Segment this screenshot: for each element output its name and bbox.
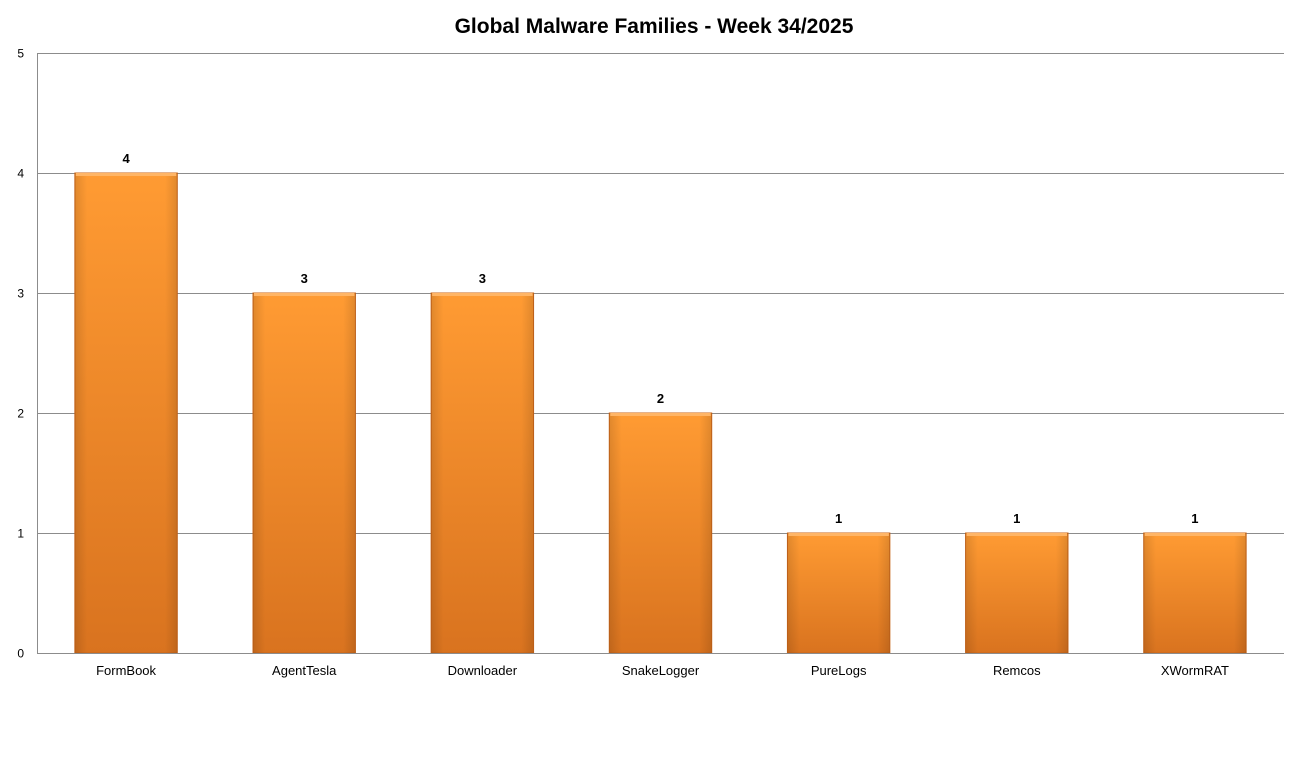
bar-top-highlight: [1144, 533, 1246, 536]
x-category-label: AgentTesla: [272, 663, 337, 678]
gridlines: [37, 53, 1284, 534]
y-tick-label: 3: [17, 287, 24, 301]
y-tick-label: 0: [17, 647, 24, 661]
bar-top-highlight: [253, 293, 355, 296]
data-label: 3: [479, 271, 486, 286]
x-category-label: FormBook: [96, 663, 156, 678]
bar-shade: [252, 293, 356, 653]
bar-shade: [431, 293, 534, 653]
data-labels: 4 3 3 2 1 1 1: [122, 151, 1198, 526]
chart-title: Global Malware Families - Week 34/2025: [455, 15, 854, 38]
data-label: 1: [1013, 511, 1020, 526]
y-tick-label: 2: [17, 407, 24, 421]
bars: [74, 172, 1247, 654]
data-label: 1: [1191, 511, 1198, 526]
bar-top-highlight: [966, 533, 1068, 536]
bar-top-highlight: [432, 293, 533, 296]
bar-xwormrat: [1143, 532, 1247, 654]
data-label: 1: [835, 511, 842, 526]
bar-top-highlight: [610, 413, 711, 416]
bar-purelogs: [786, 532, 891, 654]
x-category-label: Downloader: [448, 663, 518, 678]
axes: [37, 53, 1284, 654]
x-category-label: XWormRAT: [1161, 663, 1229, 678]
bar-shade: [74, 173, 178, 653]
y-tick-label: 4: [17, 167, 24, 181]
bar-formbook: [74, 172, 178, 654]
x-category-label: Remcos: [993, 663, 1041, 678]
data-label: 3: [301, 271, 308, 286]
bar-shade: [965, 533, 1069, 653]
bar-shade: [609, 413, 712, 653]
bar-downloader: [430, 292, 535, 654]
bar-shade: [787, 533, 890, 653]
data-label: 2: [657, 391, 664, 406]
y-axis-tick-labels: 0 1 2 3 4 5: [17, 47, 24, 661]
bar-top-highlight: [75, 173, 177, 176]
x-axis-category-labels: FormBook AgentTesla Downloader SnakeLogger P…: [96, 663, 1229, 678]
x-category-label: SnakeLogger: [622, 663, 700, 678]
bar-snakelogger: [608, 412, 713, 654]
x-category-label: PureLogs: [811, 663, 867, 678]
bar-remcos: [965, 532, 1069, 654]
bar-shade: [1143, 533, 1247, 653]
y-tick-label: 5: [17, 47, 24, 61]
data-label: 4: [122, 151, 130, 166]
y-tick-label: 1: [17, 527, 24, 541]
bar-agenttesla: [252, 292, 356, 654]
bar-top-highlight: [788, 533, 889, 536]
